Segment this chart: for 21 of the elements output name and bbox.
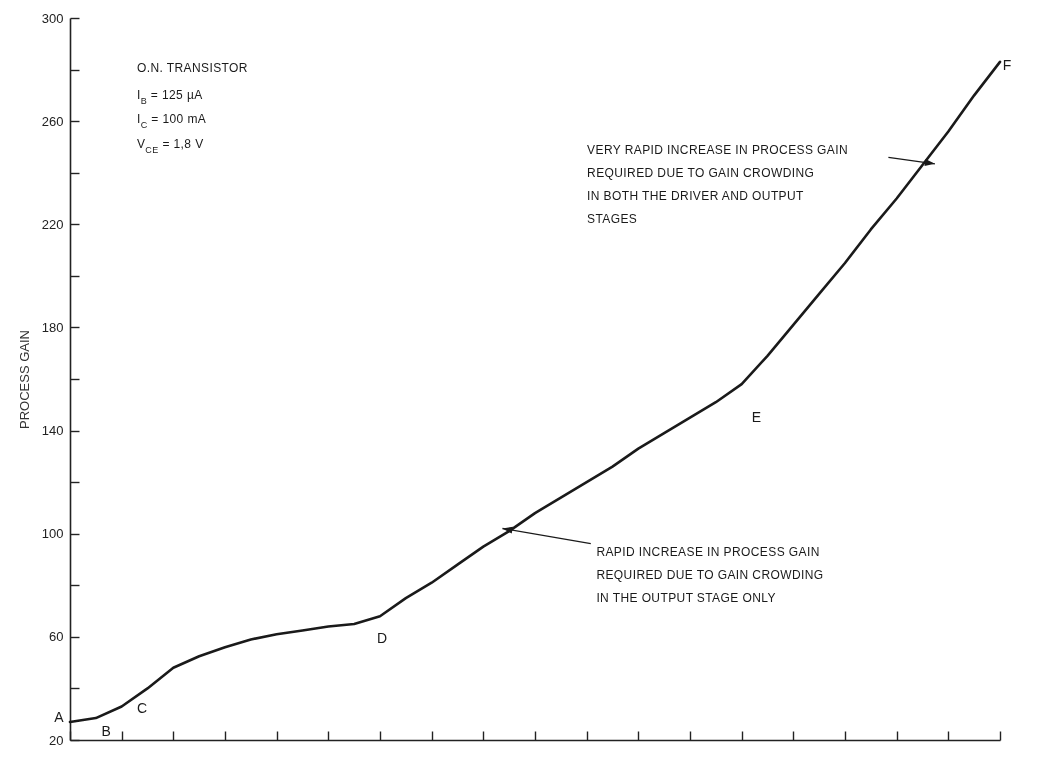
annotation: D <box>376 629 388 646</box>
annotation: V$_{CE}$ = 1,8 V <box>136 136 204 155</box>
annotation: O.N. TRANSISTOR <box>136 61 248 76</box>
annotation: C <box>136 700 148 717</box>
text: F <box>1002 56 1012 73</box>
y-axis-title: PROCESS GAIN <box>16 330 32 429</box>
y-tick-label: 60 <box>49 629 64 645</box>
y-tick-label: 180 <box>41 319 64 335</box>
annotation: VERY RAPID INCREASE IN PROCESS GAIN REQUIRED DUE TO GAIN CROWDING IN BOTH THE DRIVER AND OUTPUT STAGES <box>587 142 849 226</box>
y-tick-label: 20 <box>49 732 64 748</box>
text: A <box>54 708 65 725</box>
annotation: RAPID INCREASE IN PROCESS GAIN REQUIRED DUE TO GAIN CROWDING IN THE OUTPUT STAGE ONLY <box>596 544 824 605</box>
y-tick-label: 220 <box>41 216 64 232</box>
y-tick-label: 300 <box>41 10 64 26</box>
y-tick-label: 140 <box>41 423 64 439</box>
annotation: I$_{B}$ = 125 µA <box>136 87 203 106</box>
y-tick-label: 100 <box>41 526 64 542</box>
y-tick-label: 260 <box>41 113 64 129</box>
annotation: I$_{C}$ = 100 mA <box>136 112 207 131</box>
annotation: B <box>101 723 112 740</box>
annotation: E <box>751 409 762 426</box>
